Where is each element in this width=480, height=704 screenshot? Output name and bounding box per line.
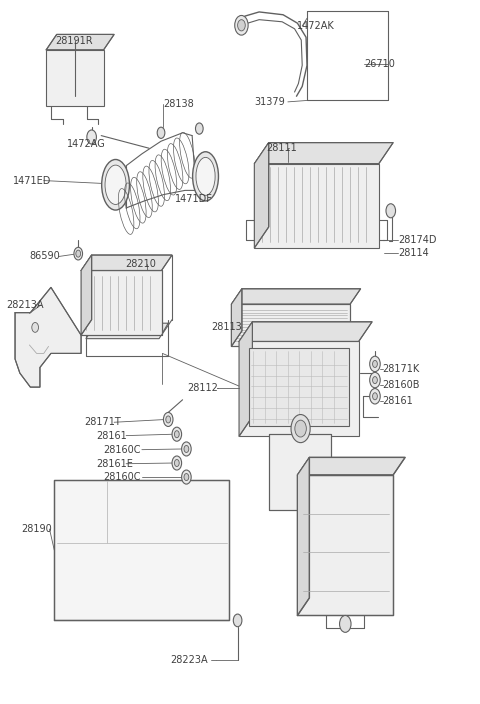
- Circle shape: [372, 377, 377, 384]
- Text: 28160C: 28160C: [104, 472, 141, 482]
- Circle shape: [184, 446, 189, 453]
- Text: 28213A: 28213A: [6, 300, 44, 310]
- Polygon shape: [298, 458, 310, 615]
- Polygon shape: [81, 270, 161, 335]
- Text: 86590: 86590: [29, 251, 60, 261]
- Text: 26710: 26710: [364, 59, 396, 69]
- Text: 28223A: 28223A: [170, 655, 208, 665]
- Text: 31379: 31379: [254, 97, 285, 107]
- Polygon shape: [81, 255, 172, 270]
- Polygon shape: [81, 255, 92, 335]
- Text: 28138: 28138: [163, 99, 194, 109]
- Text: 28171K: 28171K: [383, 364, 420, 374]
- Polygon shape: [231, 289, 242, 346]
- Circle shape: [339, 615, 351, 632]
- Polygon shape: [239, 322, 372, 341]
- Text: 28111: 28111: [266, 143, 297, 153]
- Polygon shape: [298, 458, 405, 475]
- Text: 28161: 28161: [383, 396, 413, 406]
- Circle shape: [184, 474, 189, 481]
- Polygon shape: [298, 475, 393, 615]
- Circle shape: [386, 203, 396, 218]
- Polygon shape: [46, 34, 114, 50]
- Circle shape: [87, 130, 96, 144]
- Circle shape: [370, 356, 380, 372]
- Circle shape: [32, 322, 38, 332]
- Text: 28113: 28113: [211, 322, 242, 332]
- Circle shape: [181, 442, 191, 456]
- Ellipse shape: [192, 152, 218, 201]
- Text: 28190: 28190: [21, 524, 51, 534]
- Circle shape: [74, 247, 83, 260]
- Circle shape: [238, 20, 245, 31]
- Circle shape: [174, 460, 179, 467]
- Circle shape: [172, 427, 181, 441]
- Text: 28171T: 28171T: [84, 417, 121, 427]
- Polygon shape: [46, 50, 104, 106]
- Text: 28191R: 28191R: [56, 37, 93, 46]
- Polygon shape: [231, 289, 360, 304]
- Ellipse shape: [105, 165, 126, 204]
- Polygon shape: [269, 434, 331, 510]
- Text: 28160C: 28160C: [104, 445, 141, 455]
- Text: 28210: 28210: [125, 259, 156, 269]
- Circle shape: [233, 614, 242, 627]
- Polygon shape: [54, 480, 229, 620]
- Text: 28174D: 28174D: [398, 234, 436, 244]
- Circle shape: [163, 413, 173, 427]
- Text: 28160B: 28160B: [383, 380, 420, 390]
- Ellipse shape: [196, 158, 215, 195]
- Circle shape: [195, 123, 203, 134]
- Polygon shape: [254, 164, 379, 248]
- Circle shape: [166, 416, 170, 423]
- Text: 1472AK: 1472AK: [298, 21, 335, 31]
- Circle shape: [76, 250, 81, 257]
- Polygon shape: [239, 341, 359, 436]
- Circle shape: [291, 415, 310, 443]
- Ellipse shape: [102, 160, 130, 210]
- Circle shape: [372, 393, 377, 400]
- Polygon shape: [254, 143, 269, 248]
- Circle shape: [372, 360, 377, 367]
- Circle shape: [370, 372, 380, 388]
- Polygon shape: [231, 304, 350, 346]
- Text: 28161: 28161: [96, 431, 127, 441]
- Polygon shape: [239, 322, 252, 436]
- Text: 28114: 28114: [398, 248, 429, 258]
- Polygon shape: [86, 323, 168, 339]
- Circle shape: [295, 420, 306, 437]
- Text: 28161E: 28161E: [96, 459, 133, 469]
- Text: 28112: 28112: [187, 383, 218, 393]
- Circle shape: [370, 389, 380, 404]
- Text: 1471DF: 1471DF: [175, 194, 213, 204]
- Circle shape: [235, 15, 248, 35]
- Circle shape: [157, 127, 165, 139]
- Text: 1472AG: 1472AG: [67, 139, 106, 149]
- Polygon shape: [15, 287, 81, 387]
- Circle shape: [174, 431, 179, 438]
- Text: 1471ED: 1471ED: [12, 175, 51, 186]
- Circle shape: [181, 470, 191, 484]
- Circle shape: [172, 456, 181, 470]
- Polygon shape: [254, 143, 393, 164]
- Polygon shape: [249, 348, 349, 426]
